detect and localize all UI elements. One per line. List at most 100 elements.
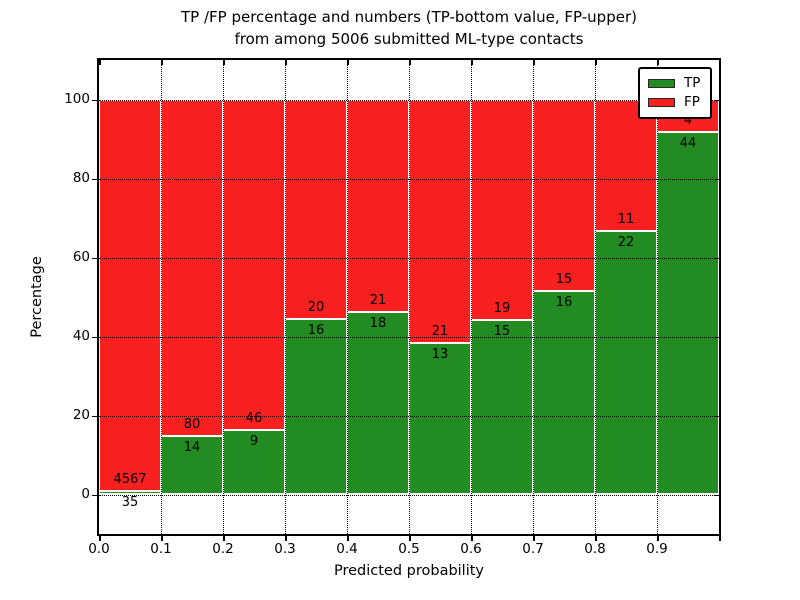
x-gridline xyxy=(285,60,286,534)
x-tick-mark-top xyxy=(595,60,597,65)
bar-count-label-fp: 80 xyxy=(183,416,201,432)
x-tick-label: 0.4 xyxy=(336,541,358,557)
x-tick-mark xyxy=(657,536,659,541)
plot-area: TP FP 4567 35 80 14 46 9 20 16 21 18 21 13 19 15 15 16 11… xyxy=(97,58,721,536)
y-tick-label: 100 xyxy=(64,90,90,107)
bar-segment-fp xyxy=(285,99,347,319)
x-tick-mark-top xyxy=(719,60,721,65)
bar-count-label-tp: 14 xyxy=(183,439,201,455)
bar-count-label-fp: 46 xyxy=(245,410,263,426)
x-gridline xyxy=(223,60,224,534)
bar-segment-tp xyxy=(471,320,533,495)
x-tick-mark-top xyxy=(471,60,473,65)
y-tick-label: 60 xyxy=(72,248,90,265)
chart-title-line2: from among 5006 submitted ML-type contac… xyxy=(234,30,584,48)
y-tick-mark xyxy=(92,494,97,496)
x-tick-mark xyxy=(409,536,411,541)
legend-swatch-fp xyxy=(648,98,675,107)
x-tick-mark-top xyxy=(161,60,163,65)
x-tick-mark-top xyxy=(285,60,287,65)
legend-label-tp: TP xyxy=(684,75,701,91)
legend-entry-tp: TP xyxy=(648,74,710,93)
x-tick-label: 0.9 xyxy=(646,541,668,557)
bar-segment-tp xyxy=(657,132,719,495)
y-tick-mark-right xyxy=(714,257,719,259)
y-tick-mark-right xyxy=(714,336,719,338)
x-tick-mark xyxy=(471,536,473,541)
bar-segment-tp xyxy=(595,231,657,495)
x-gridline xyxy=(595,60,596,534)
bar-count-label-fp: 21 xyxy=(369,293,387,309)
bar-count-label-fp: 15 xyxy=(555,271,573,287)
legend-label-fp: FP xyxy=(684,94,700,110)
bar-segment-tp xyxy=(285,318,347,495)
x-tick-label: 0.5 xyxy=(398,541,420,557)
x-tick-mark-top xyxy=(657,60,659,65)
y-tick-mark xyxy=(92,99,97,101)
x-gridline xyxy=(533,60,534,534)
x-tick-mark-top xyxy=(347,60,349,65)
y-tick-label: 80 xyxy=(72,169,90,186)
bar-segment-tp xyxy=(347,312,409,495)
bar-count-label-tp: 44 xyxy=(679,136,697,152)
x-tick-label: 0.6 xyxy=(460,541,482,557)
bar-segment-fp xyxy=(595,99,657,232)
bar-segment-fp xyxy=(409,99,471,344)
legend-entry-fp: FP xyxy=(648,93,710,112)
x-gridline xyxy=(657,60,658,534)
bar-segment-tp xyxy=(223,429,285,495)
y-tick-mark-right xyxy=(714,494,719,496)
x-tick-label: 0.7 xyxy=(522,541,544,557)
x-tick-mark-top xyxy=(533,60,535,65)
bar-count-label-tp: 16 xyxy=(307,322,325,338)
x-tick-label: 0.1 xyxy=(150,541,172,557)
bar-segment-fp xyxy=(533,99,595,291)
bar-segment-fp xyxy=(223,99,285,430)
bar-count-label-tp: 18 xyxy=(369,316,387,332)
x-tick-mark xyxy=(719,536,721,541)
x-tick-mark-top xyxy=(99,60,101,65)
x-tick-mark-top xyxy=(223,60,225,65)
y-tick-mark xyxy=(92,415,97,417)
y-tick-label: 20 xyxy=(72,406,90,423)
bar-segment-fp xyxy=(161,99,223,436)
x-tick-mark xyxy=(223,536,225,541)
bar-segment-tp xyxy=(161,435,223,495)
bar-count-label-tp: 16 xyxy=(555,294,573,310)
bar-count-label-tp: 13 xyxy=(431,347,449,363)
bar-count-label-fp: 21 xyxy=(431,324,449,340)
x-gridline xyxy=(471,60,472,534)
chart-title-line1: TP /FP percentage and numbers (TP-bottom… xyxy=(181,8,637,26)
x-tick-mark xyxy=(595,536,597,541)
x-tick-label: 0.3 xyxy=(274,541,296,557)
x-tick-mark xyxy=(285,536,287,541)
x-tick-label: 0.8 xyxy=(584,541,606,557)
x-tick-mark-top xyxy=(409,60,411,65)
x-tick-mark xyxy=(99,536,101,541)
bar-count-label-fp: 19 xyxy=(493,301,511,317)
y-tick-mark-right xyxy=(714,178,719,180)
bar-segment-fp xyxy=(99,99,161,492)
legend-box: TP FP xyxy=(638,67,712,119)
x-gridline xyxy=(347,60,348,534)
y-tick-mark-right xyxy=(714,415,719,417)
y-tick-mark-right xyxy=(714,99,719,101)
bar-count-label-fp: 4 xyxy=(683,113,693,129)
bar-count-label-tp: 15 xyxy=(493,324,511,340)
y-tick-label: 40 xyxy=(72,327,90,344)
bar-count-label-tp: 35 xyxy=(121,495,139,511)
bar-segment-tp xyxy=(409,343,471,495)
bar-segment-fp xyxy=(471,99,533,321)
y-tick-mark xyxy=(92,257,97,259)
legend-swatch-tp xyxy=(648,79,675,88)
y-tick-mark xyxy=(92,178,97,180)
bar-count-label-fp: 4567 xyxy=(113,472,147,488)
bar-segment-fp xyxy=(347,99,409,313)
chart-title: TP /FP percentage and numbers (TP-bottom… xyxy=(99,6,719,50)
bar-count-label-fp: 20 xyxy=(307,299,325,315)
y-tick-mark xyxy=(92,336,97,338)
bar-count-label-tp: 22 xyxy=(617,235,635,251)
x-tick-mark xyxy=(533,536,535,541)
bar-count-label-fp: 11 xyxy=(617,212,635,228)
